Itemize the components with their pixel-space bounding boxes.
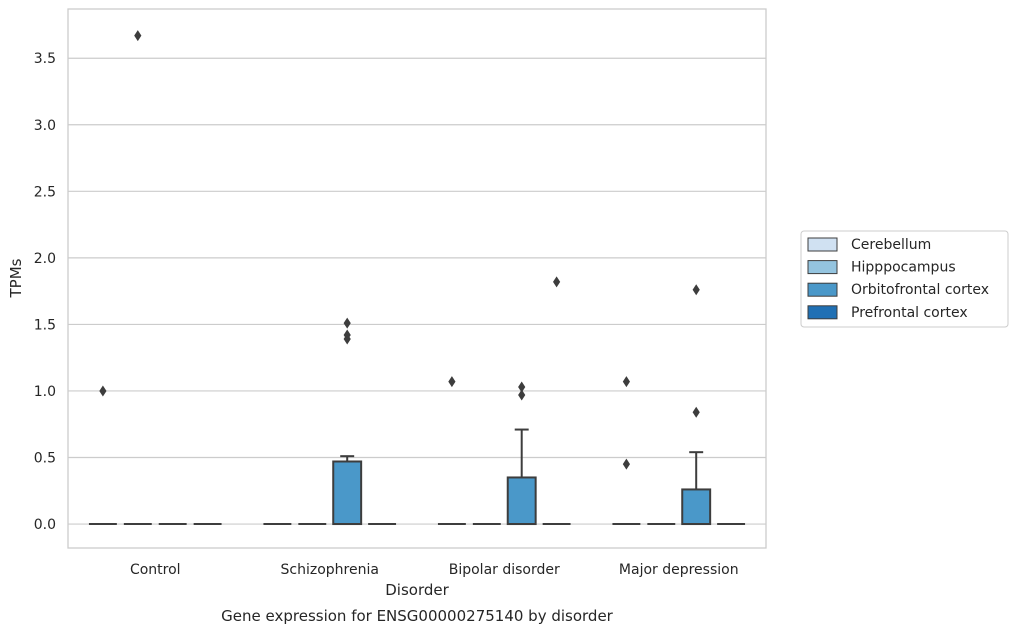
chart-caption: Gene expression for ENSG00000275140 by d… — [221, 607, 614, 625]
box-cerebellum — [612, 376, 641, 526]
box-orbitofrontal-cortex — [681, 284, 712, 526]
y-tick-label: 2.0 — [34, 251, 56, 267]
y-tick-label: 1.0 — [34, 384, 56, 400]
outlier-point — [622, 376, 630, 388]
y-tick-label: 0.0 — [34, 517, 56, 533]
legend-swatch — [807, 282, 838, 297]
x-tick-label: Bipolar disorder — [449, 562, 560, 578]
box — [681, 488, 712, 526]
legend-label: Orbitofrontal cortex — [851, 282, 989, 298]
plot-background — [68, 9, 766, 548]
outlier-point — [343, 333, 351, 345]
box — [506, 476, 537, 526]
legend-swatch — [807, 237, 838, 252]
legend-label: Prefrontal cortex — [851, 305, 968, 321]
grid — [68, 57, 766, 525]
legend: Cerebellum Hipppocampus Orbitofrontal cort… — [800, 230, 1009, 328]
outlier-point — [692, 406, 700, 418]
box-orbitofrontal-cortex — [332, 317, 363, 526]
y-tick-label: 0.5 — [34, 451, 56, 467]
y-tick-label: 1.5 — [34, 317, 56, 333]
box-cerebellum — [88, 385, 117, 526]
outlier-point — [448, 376, 456, 388]
box-hipppocampus — [123, 30, 152, 526]
box-prefrontal-cortex — [542, 276, 571, 526]
x-tick-label: Schizophrenia — [281, 562, 379, 578]
x-tick-label: Major depression — [619, 562, 739, 578]
legend-label: Cerebellum — [851, 237, 931, 253]
outlier-point — [692, 284, 700, 296]
x-axis-ticks: Control Schizophrenia Bipolar disorder Majo… — [130, 562, 739, 578]
legend-label: Hipppocampus — [851, 260, 956, 276]
y-axis-ticks: 0.0 0.5 1.0 1.5 2.0 2.5 3.0 3.5 — [34, 51, 56, 533]
outlier-point — [518, 381, 526, 393]
outlier-point — [134, 30, 142, 42]
y-tick-label: 3.5 — [34, 51, 56, 67]
legend-swatch — [807, 305, 838, 320]
x-tick-label: Control — [130, 562, 181, 578]
box-layer — [88, 30, 746, 526]
outlier-point — [99, 385, 107, 397]
outlier-point — [518, 389, 526, 401]
x-axis-title: Disorder — [385, 581, 449, 599]
legend-swatch — [807, 260, 838, 275]
outlier-point — [553, 276, 561, 288]
y-tick-label: 2.5 — [34, 184, 56, 200]
box — [332, 460, 363, 526]
outlier-point — [622, 458, 630, 470]
y-axis-title: TPMs — [7, 258, 25, 298]
legend-frame — [800, 230, 1009, 328]
outlier-point — [343, 317, 351, 329]
box-cerebellum — [437, 376, 466, 526]
plot-frame — [67, 8, 767, 549]
box-orbitofrontal-cortex — [506, 381, 537, 526]
y-tick-label: 3.0 — [34, 118, 56, 134]
